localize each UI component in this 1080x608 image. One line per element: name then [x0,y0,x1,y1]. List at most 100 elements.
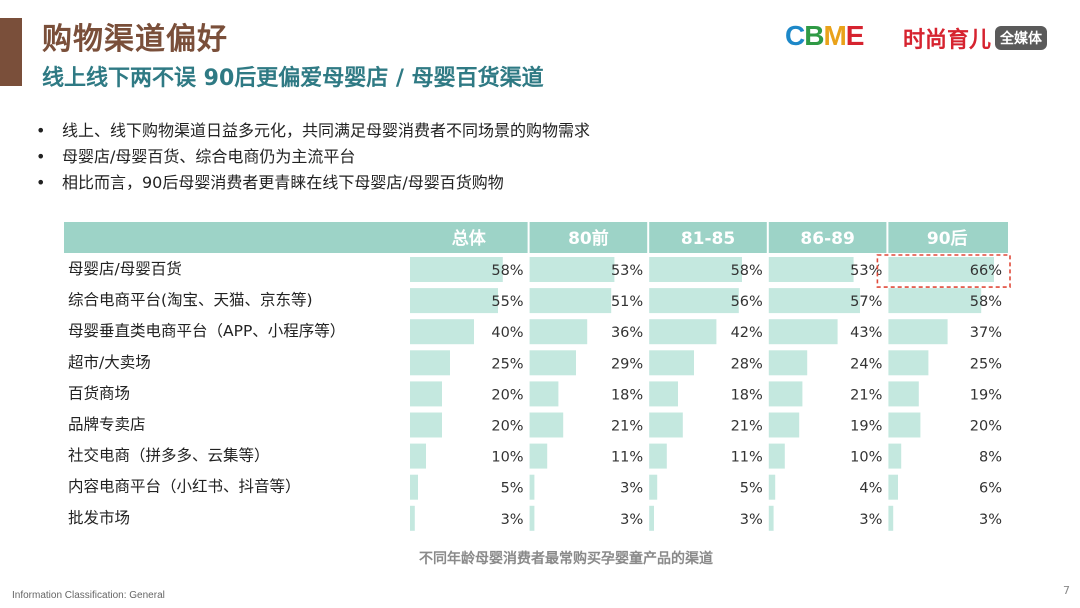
bullet-item: 相比而言，90后母婴消费者更青睐在线下母婴店/母婴百货购物 [36,170,590,196]
data-label: 5% [740,481,763,497]
bar [768,443,785,469]
category-label: 母婴店/母婴百货 [68,260,182,278]
cbme-logo-letter: M [823,20,846,51]
bar [768,257,854,282]
data-label: 57% [850,294,882,310]
data-label: 28% [731,356,763,372]
bar [410,350,450,376]
bar [649,474,658,500]
page-number: 7 [1063,584,1070,597]
bar [529,257,615,282]
shishang-logo-badge: 全媒体 [995,26,1048,50]
title-accent-bar [0,18,22,86]
bar [529,505,535,531]
category-label: 内容电商平台（小红书、抖音等） [68,478,301,496]
bar [768,505,774,531]
cbme-logo-letter: C [785,20,805,51]
category-label: 综合电商平台(淘宝、天猫、京东等) [68,291,313,309]
bar [768,288,860,314]
data-label: 10% [850,450,882,466]
data-label: 11% [611,450,643,466]
cbme-logo-letter: E [845,20,865,51]
bar [888,319,948,345]
bar [529,412,564,438]
bar [529,443,548,469]
data-label: 58% [731,263,763,279]
bar [888,381,919,407]
bullet-list: 线上、线下购物渠道日益多元化，共同满足母婴消费者不同场景的购物需求 母婴店/母婴… [36,118,590,196]
bar [649,381,678,407]
page-subtitle: 线上线下两不误 90后更偏爱母婴店 / 母婴百货渠道 [42,66,544,91]
bar [410,505,415,531]
data-label: 43% [850,325,882,341]
data-label: 19% [970,387,1002,403]
bar [649,443,667,469]
bar [649,350,694,376]
data-label: 18% [731,387,763,403]
bar [888,350,929,376]
bar [888,288,982,314]
data-label: 37% [970,325,1002,341]
bar [410,474,418,500]
category-label: 批发市场 [68,509,130,527]
data-label: 21% [611,419,643,435]
bar [529,288,612,314]
data-label: 40% [491,325,523,341]
group-header-label: 总体 [452,228,487,249]
bar [649,319,717,345]
bar [529,319,588,345]
bar [888,443,902,469]
data-label: 20% [491,419,523,435]
bar [768,350,808,376]
bar [410,319,474,345]
data-label: 20% [491,387,523,403]
data-label: 58% [970,294,1002,310]
data-label: 11% [731,450,763,466]
data-label: 36% [611,325,643,341]
bar [649,412,683,438]
bar [888,257,994,282]
data-label: 53% [611,263,643,279]
data-label: 3% [620,481,643,497]
data-label: 3% [979,512,1002,528]
bar [649,288,739,314]
data-label: 42% [731,325,763,341]
footer-classification: Information Classification: General [12,590,165,601]
data-label: 3% [620,512,643,528]
bar [888,412,921,438]
data-label: 8% [979,450,1002,466]
cbme-logo: CBME [785,20,865,52]
bar [888,505,894,531]
bar [410,288,498,314]
data-label: 55% [491,294,523,310]
data-label: 29% [611,356,643,372]
data-label: 25% [970,356,1002,372]
category-label: 品牌专卖店 [68,416,146,434]
bar [768,319,838,345]
data-label: 53% [850,263,882,279]
data-label: 56% [731,294,763,310]
page-title: 购物渠道偏好 [42,22,228,57]
bar [410,381,442,407]
data-label: 6% [979,481,1002,497]
data-label: 20% [970,419,1002,435]
data-label: 10% [491,450,523,466]
data-label: 5% [501,481,524,497]
group-header-label: 81-85 [681,229,735,249]
table-header-band [64,222,1008,253]
bullet-item: 母婴店/母婴百货、综合电商仍为主流平台 [36,144,590,170]
data-label: 58% [491,263,523,279]
data-label: 3% [740,512,763,528]
category-label: 超市/大卖场 [68,353,151,371]
category-label: 百货商场 [68,384,130,402]
bullet-item: 线上、线下购物渠道日益多元化，共同满足母婴消费者不同场景的购物需求 [36,118,590,144]
shishang-yuer-logo: 时尚育儿 全媒体 [903,22,1048,54]
data-label: 19% [850,419,882,435]
category-label: 社交电商（拼多多、云集等） [68,447,270,465]
bar [410,257,503,282]
bar [649,257,742,282]
bar [529,350,576,376]
chart-caption: 不同年龄母婴消费者最常购买孕婴童产品的渠道 [419,551,713,567]
data-label: 25% [491,356,523,372]
